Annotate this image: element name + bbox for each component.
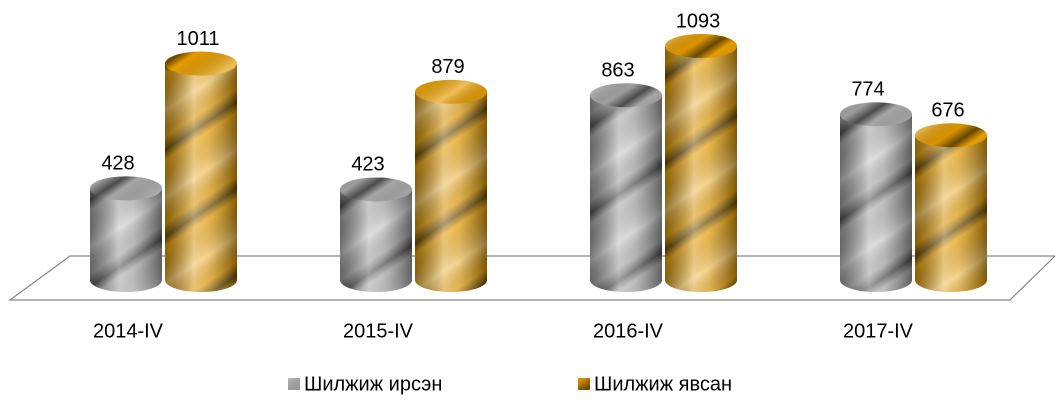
cylinder-shade <box>590 95 662 292</box>
cylinder-top-shade <box>840 102 912 127</box>
cylinder-shade <box>90 188 162 292</box>
cylinder-top-shade <box>590 83 662 108</box>
x-tick-label: 2015-IV <box>343 320 414 342</box>
cylinder-top-shade <box>90 176 162 201</box>
floor <box>8 255 1055 301</box>
data-label: 879 <box>431 56 464 78</box>
legend-swatch-stripes <box>578 378 590 390</box>
legend-swatch-stripes <box>288 378 300 390</box>
cylinder-shade <box>340 189 412 292</box>
data-label: 676 <box>931 100 964 122</box>
legend-label: Шилжиж явсан <box>594 373 732 395</box>
cylinder-top-shade <box>665 34 737 58</box>
cylinder-shade <box>840 114 912 292</box>
cylinder-top-shade <box>915 123 987 148</box>
data-label: 1093 <box>676 10 721 32</box>
cylinder-shade <box>415 91 487 292</box>
cylinder-shade <box>915 135 987 292</box>
x-tick-label: 2016-IV <box>593 320 664 342</box>
cylinder-top-shade <box>415 79 487 104</box>
data-label: 1011 <box>176 28 219 50</box>
legend-label: Шилжиж ирсэн <box>304 373 442 395</box>
data-label: 774 <box>851 79 884 101</box>
x-tick-label: 2017-IV <box>843 320 914 342</box>
x-tick-label: 2014-IV <box>93 320 164 342</box>
cylinder-top-shade <box>340 177 412 202</box>
data-label: 428 <box>101 153 134 175</box>
cylinder-shade <box>165 63 237 292</box>
cylinder-top-shade <box>165 51 237 76</box>
data-label: 423 <box>351 154 384 176</box>
cylinder-shade <box>665 46 737 292</box>
data-label: 863 <box>601 60 634 82</box>
